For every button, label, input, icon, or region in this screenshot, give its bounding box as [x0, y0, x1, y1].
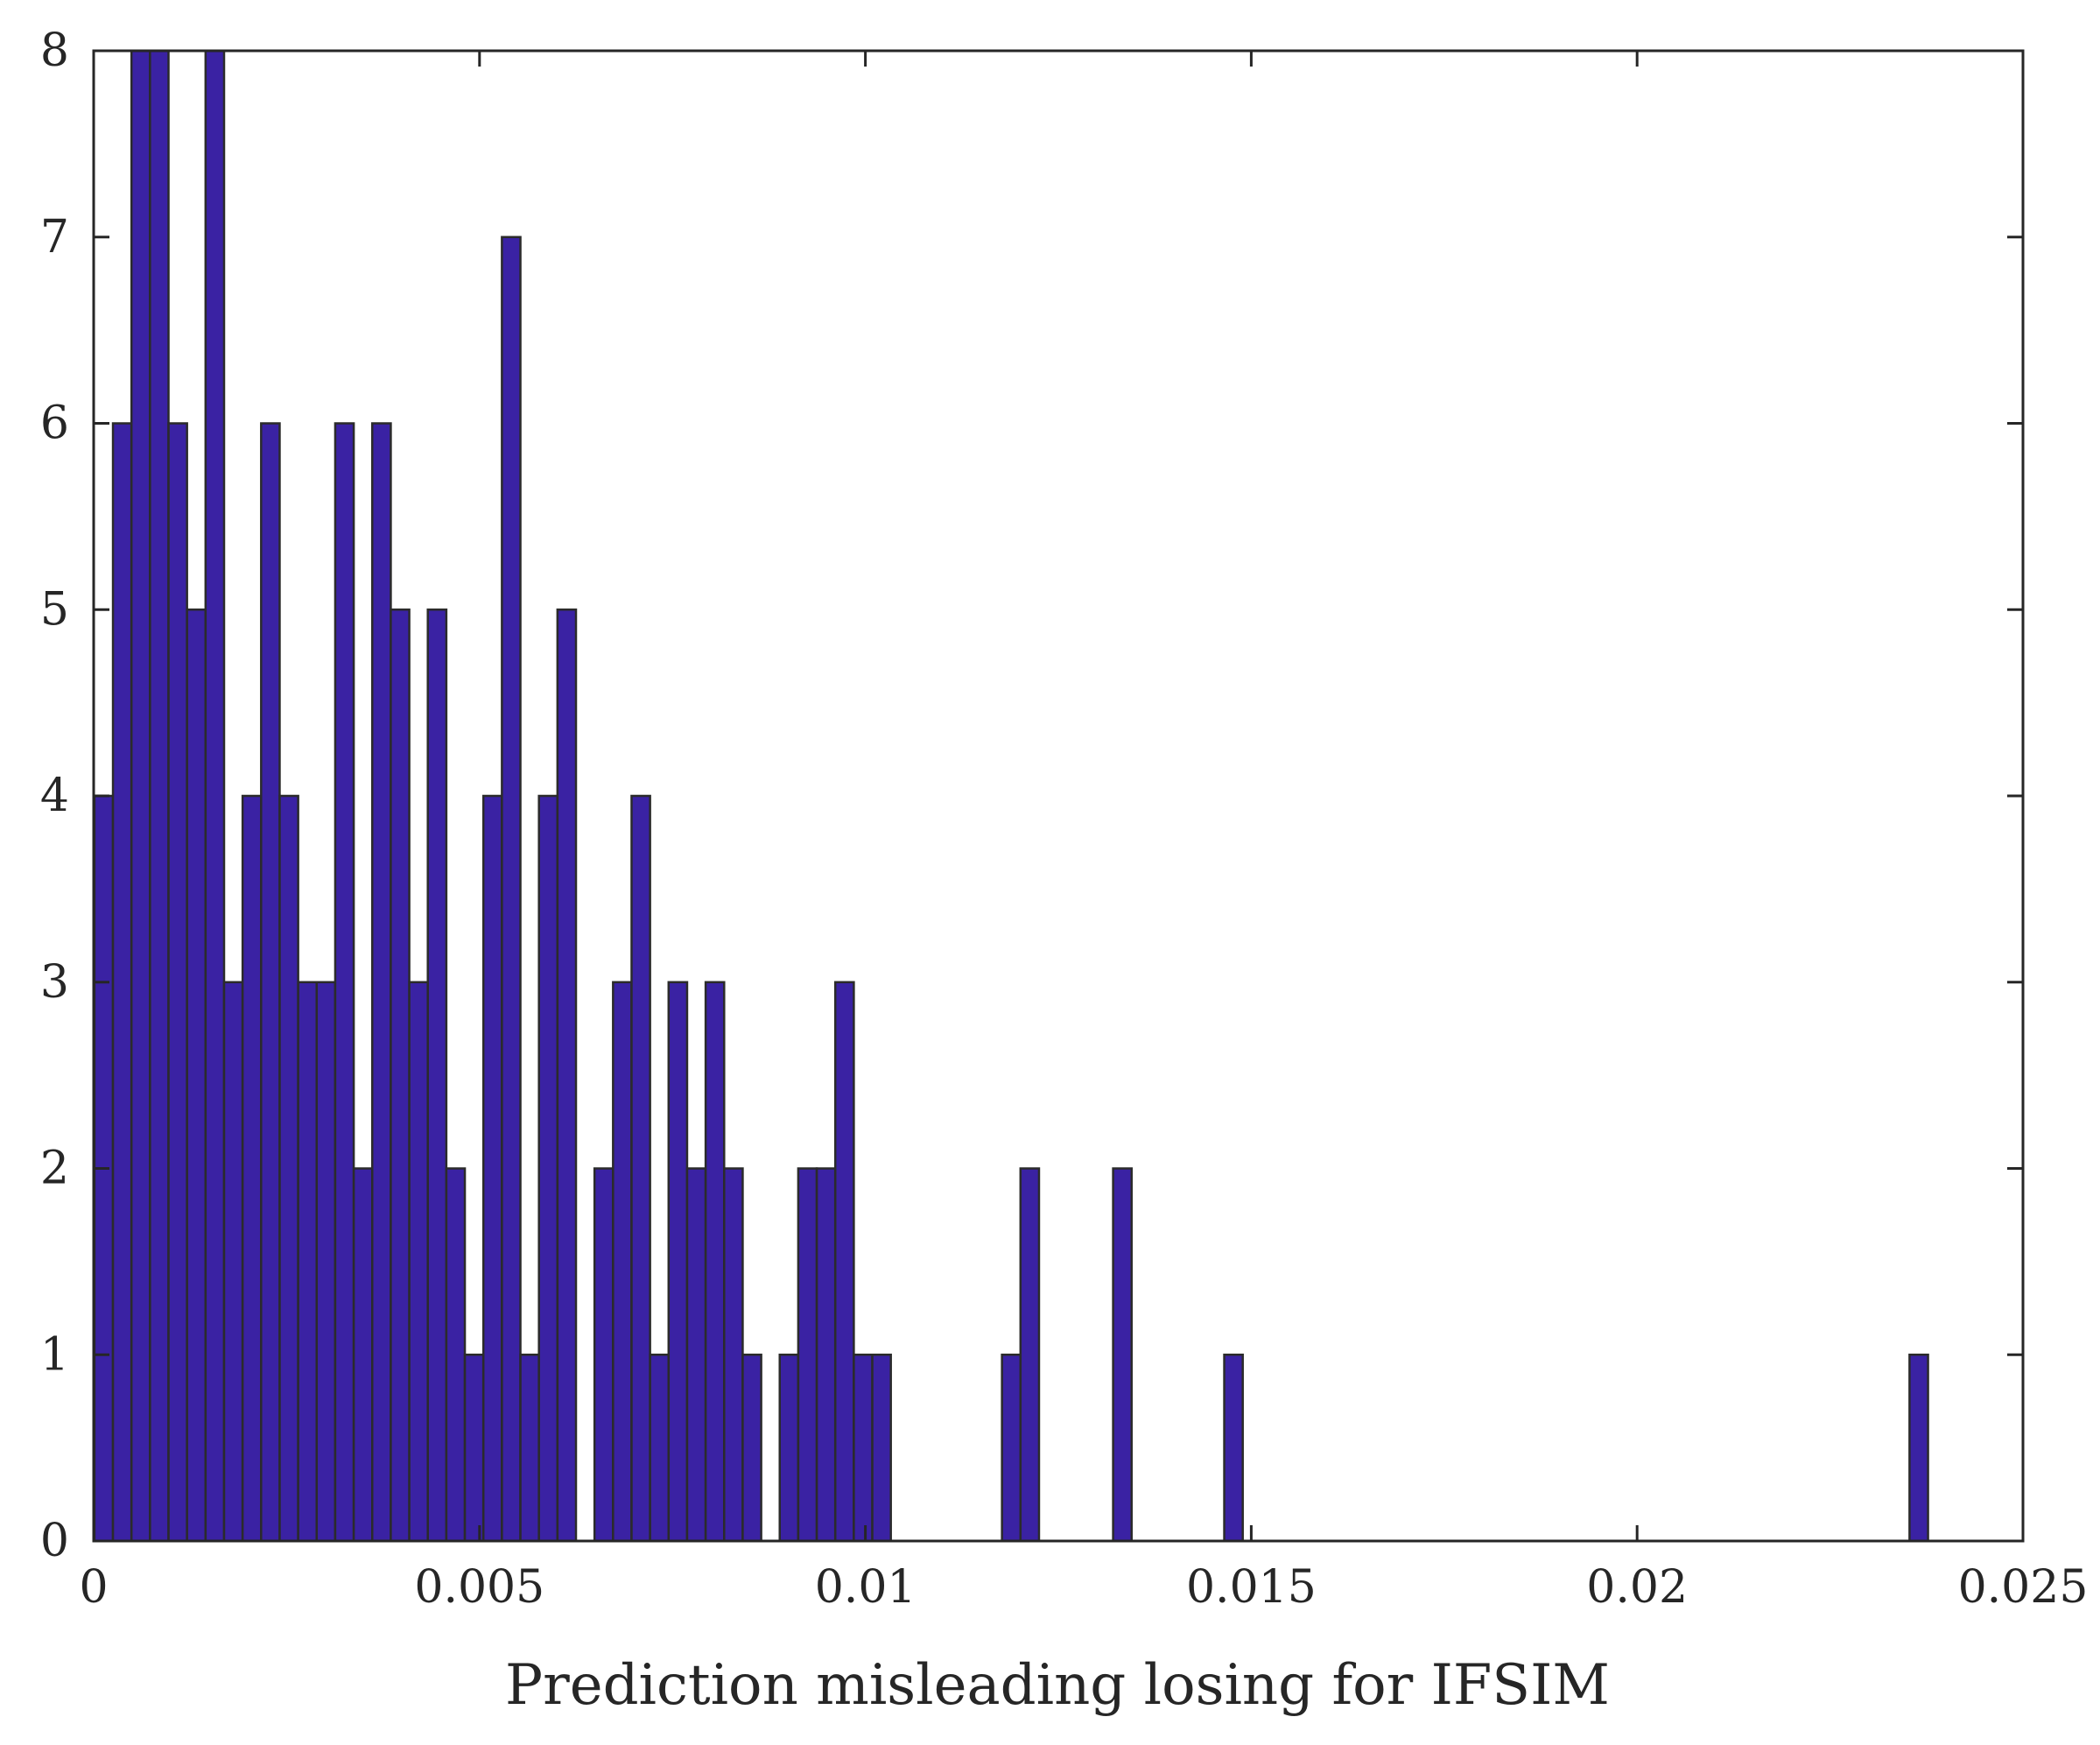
histogram-bar [1112, 1167, 1133, 1543]
x-tick-label: 0.005 [414, 1561, 544, 1614]
histogram-bar [667, 981, 689, 1543]
histogram-bar [315, 981, 337, 1543]
histogram-bar [297, 981, 319, 1543]
histogram-bar [241, 794, 263, 1543]
histogram-bar [797, 1167, 818, 1543]
histogram-bar [186, 609, 207, 1543]
y-tick-label: 4 [40, 770, 69, 822]
histogram-bar [519, 1354, 540, 1543]
histogram-bar [445, 1167, 467, 1543]
histogram-bar [278, 794, 299, 1543]
histogram-bar [334, 422, 355, 1543]
x-tick-labels: 0 0.005 0.01 0.015 0.02 0.025 [79, 1561, 2088, 1614]
histogram-bar [1019, 1167, 1041, 1543]
histogram-bar [260, 422, 281, 1543]
histogram-bar [111, 422, 133, 1543]
x-tick-label: 0.02 [1586, 1561, 1688, 1614]
y-tick-label: 1 [40, 1328, 69, 1381]
histogram-bar [685, 1167, 707, 1543]
x-axis-title: Prediction misleading losing for IFSIM [505, 1653, 1610, 1718]
y-tick-label: 3 [40, 956, 69, 1009]
histogram-bar [815, 1167, 837, 1543]
histogram-bar [871, 1354, 892, 1543]
x-tick-label: 0.01 [815, 1561, 917, 1614]
histogram-bar [1001, 1354, 1022, 1543]
histogram-bar [167, 422, 188, 1543]
histogram-bar [501, 236, 522, 1543]
histogram-bar [204, 49, 226, 1543]
histogram-bar [537, 794, 559, 1543]
histogram-bar [704, 981, 726, 1543]
y-tick-label: 0 [40, 1515, 69, 1567]
histogram-bars [93, 49, 1929, 1543]
histogram-bar [463, 1354, 485, 1543]
x-tick-label: 0.025 [1958, 1561, 2089, 1614]
histogram-bar [1908, 1354, 1929, 1543]
histogram-bar [593, 1167, 615, 1543]
y-tick-label: 5 [40, 583, 69, 636]
x-tick-label: 0.015 [1186, 1561, 1317, 1614]
x-tick-label: 0 [79, 1561, 108, 1614]
histogram-bar [149, 49, 170, 1543]
histogram-bar [130, 49, 151, 1543]
histogram-bar [649, 1354, 671, 1543]
histogram-bar [853, 1354, 874, 1543]
histogram-bar [426, 609, 448, 1543]
y-tick-label: 6 [40, 398, 69, 450]
histogram-bar [723, 1167, 744, 1543]
histogram-bar [352, 1167, 374, 1543]
histogram-bar [741, 1354, 762, 1543]
histogram-bar [481, 794, 503, 1543]
histogram-bar [1223, 1354, 1244, 1543]
histogram-bar [408, 981, 429, 1543]
tick-marks [92, 49, 2025, 1543]
y-tick-label: 2 [40, 1143, 69, 1195]
histogram-bar [612, 981, 633, 1543]
histogram-bar [630, 794, 651, 1543]
histogram-bar [222, 981, 244, 1543]
histogram-bar [778, 1354, 800, 1543]
histogram-bar [833, 981, 855, 1543]
y-tick-label: 8 [40, 25, 69, 77]
histogram-bar [390, 609, 411, 1543]
y-tick-labels: 0 1 2 3 4 5 6 7 8 [40, 25, 69, 1567]
y-tick-label: 7 [40, 211, 69, 264]
histogram-bar [371, 422, 392, 1543]
histogram-bar [556, 609, 578, 1543]
